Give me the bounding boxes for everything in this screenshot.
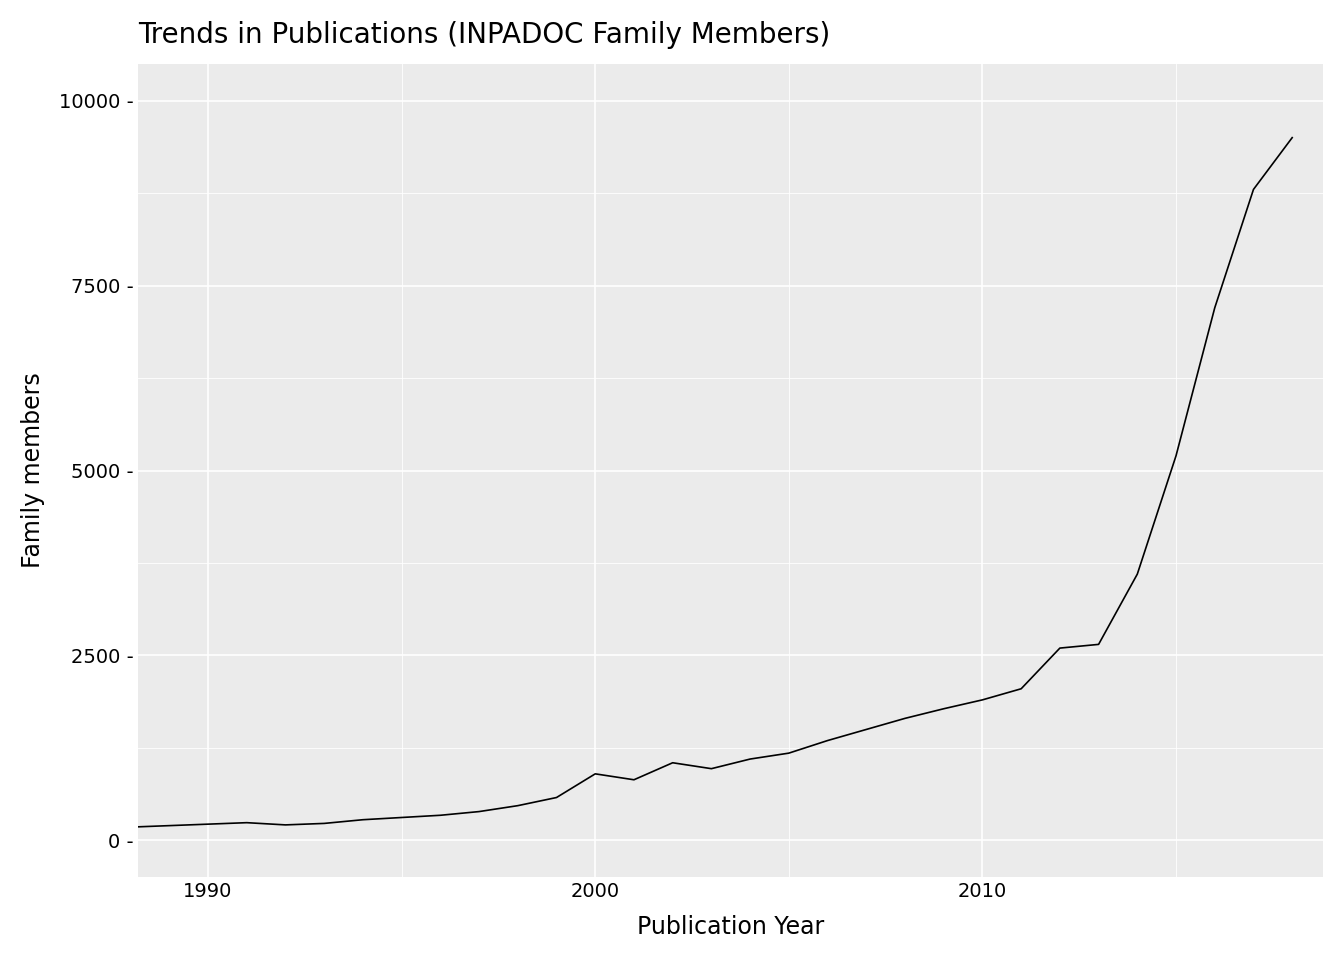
Y-axis label: Family members: Family members xyxy=(22,372,44,568)
X-axis label: Publication Year: Publication Year xyxy=(637,915,824,939)
Text: Trends in Publications (INPADOC Family Members): Trends in Publications (INPADOC Family M… xyxy=(138,21,831,49)
